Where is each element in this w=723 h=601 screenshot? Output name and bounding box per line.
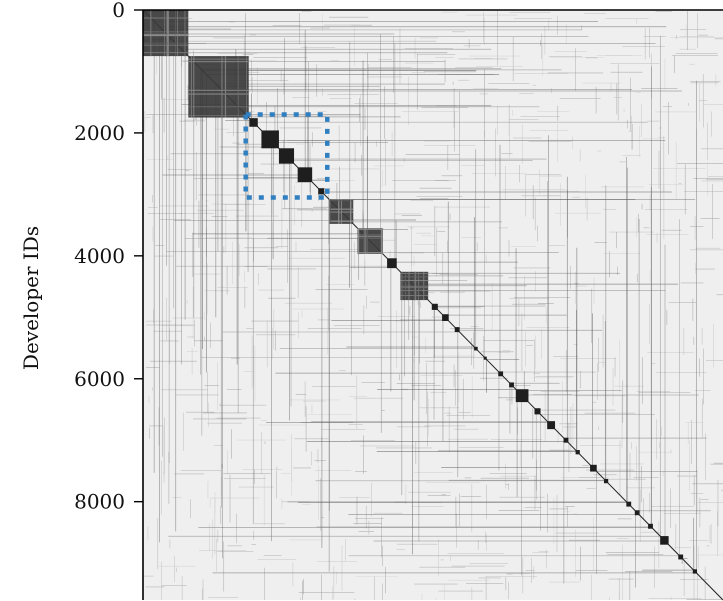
y-tick-label: 4000 bbox=[74, 244, 125, 268]
diagonal-block bbox=[692, 569, 698, 574]
diagonal-block bbox=[648, 523, 653, 529]
diagonal-block bbox=[387, 258, 397, 269]
diagonal-block bbox=[318, 188, 325, 195]
diagonal-block bbox=[188, 56, 249, 118]
diagonal-block bbox=[249, 118, 258, 127]
diagonal-block bbox=[590, 464, 597, 472]
y-tick-label: 8000 bbox=[74, 490, 125, 514]
sparse-interactions bbox=[143, 10, 723, 600]
y-axis-label: Developer IDs bbox=[19, 226, 43, 370]
diagonal-block bbox=[357, 228, 383, 254]
diagonal-block bbox=[431, 303, 438, 310]
diagonal-block bbox=[534, 408, 541, 415]
y-tick-label: 2000 bbox=[74, 121, 125, 145]
diagonal-block bbox=[329, 199, 354, 224]
diagonal-block bbox=[603, 478, 609, 484]
diagonal-block bbox=[660, 536, 669, 545]
plot-area bbox=[142, 9, 723, 601]
diagonal-block bbox=[515, 389, 529, 403]
diagonal-block bbox=[575, 450, 580, 455]
y-tick-label: 0 bbox=[112, 0, 125, 22]
diagonal-block bbox=[278, 148, 295, 164]
diagonal-block bbox=[563, 437, 569, 443]
diagonal-block bbox=[261, 130, 279, 149]
diagonal-block bbox=[297, 167, 313, 183]
diagonal-block bbox=[634, 510, 640, 516]
y-axis-ticks: 0 2000 4000 6000 8000 bbox=[74, 0, 143, 514]
diagonal-block bbox=[442, 314, 449, 321]
diagonal-block bbox=[498, 371, 504, 377]
diagonal-block bbox=[678, 554, 684, 560]
highlight-box bbox=[243, 112, 330, 200]
diagonal-block bbox=[483, 356, 487, 360]
y-tick-label: 6000 bbox=[74, 367, 125, 391]
diagonal-block bbox=[509, 382, 514, 388]
diagonal-block bbox=[454, 327, 460, 333]
diagonal-block bbox=[474, 346, 478, 351]
diagonal-block bbox=[143, 10, 189, 57]
diagonal-block bbox=[626, 501, 632, 507]
diagonal-block bbox=[547, 421, 556, 430]
